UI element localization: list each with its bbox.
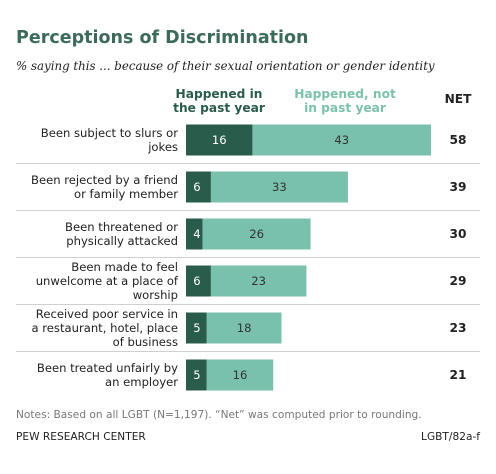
bar-not-past-year [202,218,311,250]
category-label: unwelcome at a place of [36,274,179,288]
category-label: physically attacked [66,234,178,248]
category-label: worship [133,288,178,302]
value-label-past-year: 5 [193,368,200,382]
value-label-not-past-year: 16 [233,368,248,382]
value-label-not-past-year: 26 [249,227,264,241]
source-label: PEW RESEARCH CENTER [16,431,146,443]
category-label: or family member [74,187,178,201]
legend-past-year-line1: Happened in [176,87,263,101]
category-label: Been rejected by a friend [31,173,178,187]
category-label: an employer [105,375,178,389]
category-label: Been threatened or [65,220,178,234]
legend-not-past-year-line1: Happened, not [294,87,396,101]
net-value: 29 [450,274,467,288]
value-label-not-past-year: 43 [334,133,349,147]
net-header: NET [445,92,473,106]
category-label: of business [113,335,178,349]
bar-not-past-year [206,359,274,391]
bar-past-year [186,359,207,391]
value-label-past-year: 6 [193,274,200,288]
report-code: LGBT/82a-f [421,431,480,443]
net-value: 23 [450,321,467,335]
value-label-past-year: 5 [193,321,200,335]
bar-not-past-year [210,171,348,203]
bar-past-year [186,171,211,203]
bar-past-year [186,265,211,297]
value-label-not-past-year: 18 [237,321,252,335]
chart-title: Perceptions of Discrimination [16,28,308,48]
bar-past-year [186,218,203,250]
bar-not-past-year [206,312,282,344]
value-label-past-year: 6 [193,180,200,194]
net-value: 39 [450,180,467,194]
net-value: 58 [450,133,467,147]
category-label: Received poor service in [36,307,178,321]
category-label: Been made to feel [71,260,178,274]
value-label-not-past-year: 23 [251,274,266,288]
bar-not-past-year [252,124,431,156]
category-label: Been treated unfairly by [37,361,178,375]
value-label-past-year: 16 [212,133,227,147]
value-label-not-past-year: 33 [272,180,287,194]
bar-not-past-year [210,265,307,297]
chart-notes: Notes: Based on all LGBT (N=1,197). “Net… [16,409,422,421]
legend-past-year-line2: the past year [173,101,265,115]
bar-past-year [186,124,253,156]
net-value: 30 [450,227,467,241]
category-label: jokes [147,140,178,154]
category-label: a restaurant, hotel, place [31,321,178,335]
chart-subtitle: % saying this ... because of their sexua… [16,59,435,73]
category-label: Been subject to slurs or [41,126,178,140]
value-label-past-year: 4 [193,227,200,241]
net-value: 21 [450,368,467,382]
bar-past-year [186,312,207,344]
legend-not-past-year-line2: in past year [304,101,386,115]
